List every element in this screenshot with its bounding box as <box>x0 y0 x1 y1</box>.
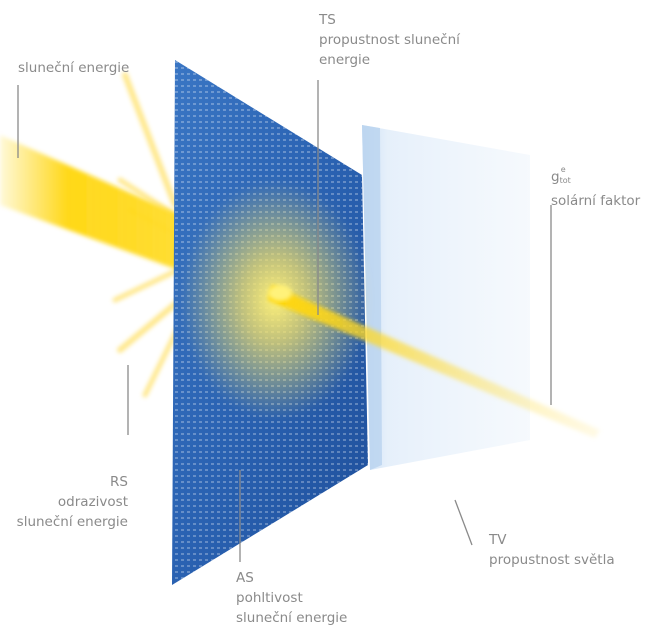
label-rs: RS odrazivost sluneční energie <box>17 472 128 532</box>
label-gtot-symbol: gtot e <box>551 160 640 191</box>
glass-pane-edge <box>362 125 382 470</box>
glass-pane <box>362 125 530 470</box>
label-gtot-sub: tot <box>559 176 571 185</box>
label-as-line2: sluneční energie <box>236 610 348 626</box>
label-tv: TV propustnost světla <box>489 530 615 570</box>
transmitted-beam <box>268 285 600 438</box>
label-gtot-sup: e <box>560 165 566 174</box>
leader-lines <box>17 80 552 562</box>
label-gtot-text: solární faktor <box>551 193 641 209</box>
label-as-line1: pohltivost <box>236 590 303 606</box>
label-ts-line1: propustnost sluneční <box>319 32 460 48</box>
label-tv-code: TV <box>489 532 507 548</box>
label-tv-line1: propustnost světla <box>489 552 615 568</box>
label-ts: TS propustnost sluneční energie <box>319 10 460 70</box>
label-solar-energy-text: sluneční energie <box>18 60 130 76</box>
label-rs-line2: sluneční energie <box>16 514 128 530</box>
label-rs-line1: odrazivost <box>57 494 128 510</box>
label-gtot-base: g <box>551 169 560 185</box>
label-gtot: gtot e solární faktor <box>551 160 640 211</box>
label-as-code: AS <box>236 570 254 586</box>
label-solar-energy: sluneční energie <box>18 58 129 78</box>
label-rs-code: RS <box>110 474 128 490</box>
label-as: AS pohltivost sluneční energie <box>236 568 347 628</box>
label-ts-code: TS <box>319 12 336 28</box>
label-ts-line2: energie <box>319 52 371 68</box>
